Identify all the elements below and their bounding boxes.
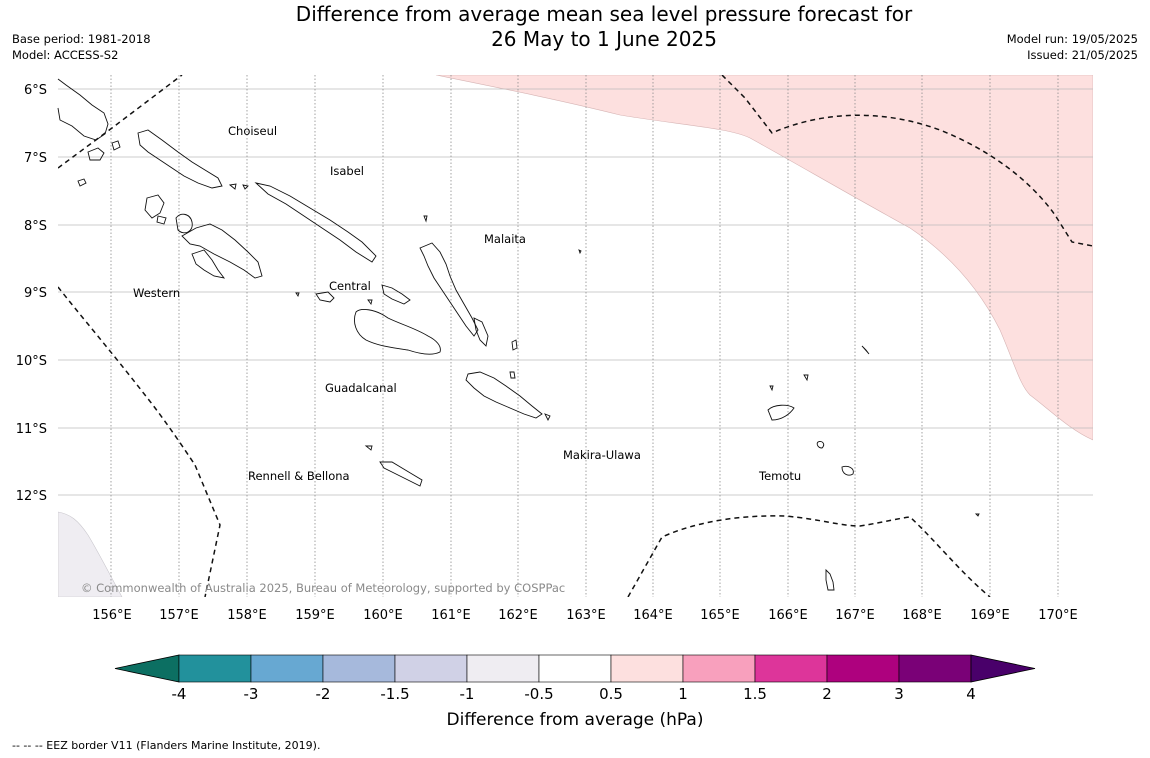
- colorbar-segment: [466, 654, 540, 683]
- issued-date: Issued: 21/05/2025: [1027, 48, 1138, 62]
- lon-label: 162°E: [498, 608, 538, 623]
- colorbar-segment: [178, 654, 252, 683]
- label-isabel: Isabel: [330, 164, 364, 178]
- chart-title: Difference from average mean sea level p…: [200, 2, 1008, 52]
- colorbar-extension-high: [970, 654, 1036, 683]
- colorbar-tick-label: 4: [966, 685, 976, 703]
- label-malaita: Malaita: [484, 232, 526, 246]
- colorbar-tick-label: 2: [822, 685, 832, 703]
- eez-border: [58, 75, 1093, 597]
- lon-label: 159°E: [295, 608, 335, 623]
- lon-label: 165°E: [700, 608, 740, 623]
- lon-label: 160°E: [363, 608, 403, 623]
- lon-label: 157°E: [159, 608, 199, 623]
- label-choiseul: Choiseul: [228, 124, 277, 138]
- isabel-island: [254, 182, 377, 263]
- lon-label: 167°E: [835, 608, 875, 623]
- colorbar-segment: [394, 654, 468, 683]
- choiseul-island: [137, 129, 223, 189]
- run-info: Model run: 19/05/2025 Issued: 21/05/2025: [1007, 31, 1138, 63]
- colorbar: [114, 654, 1036, 683]
- base-period: Base period: 1981-2018: [12, 32, 151, 46]
- santa-cruz-island: [767, 404, 795, 421]
- colorbar-segment: [754, 654, 828, 683]
- florida-islands: [315, 291, 335, 303]
- colorbar-extension-low: [114, 654, 180, 683]
- colorbar-segment: [898, 654, 972, 683]
- colorbar-tick-label: -4: [172, 685, 187, 703]
- colorbar-tick-label: -0.5: [524, 685, 553, 703]
- guadalcanal-island: [354, 309, 441, 355]
- label-rennell-bellona: Rennell & Bellona: [248, 469, 350, 483]
- positive-anomaly-region: [435, 75, 1093, 441]
- label-temotu: Temotu: [758, 469, 801, 483]
- vanikoro-islands: [825, 568, 835, 591]
- colorbar-tick-label: -3: [244, 685, 259, 703]
- eez-footnote: -- -- -- EEZ border V11 (Flanders Marine…: [12, 739, 321, 752]
- longitude-gridlines: [110, 75, 1059, 597]
- malaita-island: [419, 242, 479, 337]
- makira-island: [465, 371, 543, 419]
- lon-label: 158°E: [227, 608, 267, 623]
- colorbar-tick-label: 0.5: [599, 685, 623, 703]
- model-run: Model run: 19/05/2025: [1006, 32, 1138, 46]
- lat-label: 8°S: [24, 219, 47, 234]
- latitude-labels: 6°S 7°S 8°S 9°S 10°S 11°S 12°S: [16, 83, 47, 504]
- longitude-labels: 156°E 157°E 158°E 159°E 160°E 161°E 162°…: [92, 608, 1078, 623]
- label-makira-ulawa: Makira-Ulawa: [563, 448, 641, 462]
- colorbar-segment: [682, 654, 756, 683]
- lon-label: 166°E: [768, 608, 808, 623]
- colorbar-segment: [322, 654, 396, 683]
- colorbar-segment: [826, 654, 900, 683]
- lon-label: 161°E: [431, 608, 471, 623]
- lat-label: 11°S: [16, 422, 47, 437]
- lon-label: 164°E: [633, 608, 673, 623]
- colorbar-segment: [250, 654, 324, 683]
- label-guadalcanal: Guadalcanal: [325, 381, 397, 395]
- model-info: Base period: 1981-2018 Model: ACCESS-S2: [12, 31, 151, 63]
- title-line-1: Difference from average mean sea level p…: [295, 2, 913, 26]
- label-central: Central: [329, 279, 371, 293]
- colorbar-tick-label: -1.5: [380, 685, 409, 703]
- negative-anomaly-region: [58, 511, 123, 597]
- copyright-notice: © Commonwealth of Australia 2025, Bureau…: [81, 581, 565, 595]
- colorbar-tick-labels: -4 -3 -2 -1.5 -1 -0.5 0.5 1 1.5 2 3 4: [172, 685, 976, 703]
- kolombangara: [175, 213, 193, 234]
- province-labels: Choiseul Isabel Malaita Western Central …: [133, 124, 801, 483]
- model-name: Model: ACCESS-S2: [12, 48, 119, 62]
- latitude-gridlines: [58, 88, 1093, 496]
- lon-label: 156°E: [92, 608, 132, 623]
- lon-label: 170°E: [1038, 608, 1078, 623]
- anomaly-shading: [58, 75, 1093, 597]
- colorbar-tick-label: -1: [460, 685, 475, 703]
- colorbar-segment: [610, 654, 684, 683]
- lon-label: 168°E: [902, 608, 942, 623]
- lon-label: 163°E: [566, 608, 606, 623]
- coastlines: [57, 78, 980, 591]
- title-line-2: 26 May to 1 June 2025: [491, 27, 717, 51]
- lat-label: 9°S: [24, 286, 47, 301]
- rennell-island: [379, 461, 423, 487]
- colorbar-title: Difference from average (hPa): [447, 710, 704, 730]
- lat-label: 10°S: [16, 354, 47, 369]
- lat-label: 6°S: [24, 83, 47, 98]
- colorbar-tick-label: 1.5: [743, 685, 767, 703]
- bougainville-island: [57, 78, 109, 141]
- colorbar-tick-label: 1: [678, 685, 688, 703]
- new-georgia: [181, 223, 263, 279]
- colorbar-segment: [538, 654, 612, 683]
- vella-lavella: [144, 194, 165, 219]
- lat-label: 7°S: [24, 151, 47, 166]
- label-western: Western: [133, 286, 180, 300]
- colorbar-tick-label: -2: [316, 685, 331, 703]
- lat-label: 12°S: [16, 489, 47, 504]
- colorbar-tick-label: 3: [894, 685, 904, 703]
- lon-label: 169°E: [970, 608, 1010, 623]
